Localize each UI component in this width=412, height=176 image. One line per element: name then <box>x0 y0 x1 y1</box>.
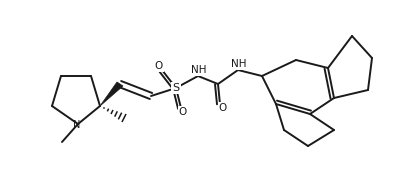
Text: O: O <box>219 103 227 113</box>
Text: S: S <box>173 83 180 93</box>
Text: O: O <box>155 61 163 71</box>
Polygon shape <box>100 82 123 106</box>
Text: N: N <box>73 120 81 130</box>
Text: NH: NH <box>191 65 207 75</box>
Text: NH: NH <box>231 59 247 69</box>
Text: O: O <box>179 107 187 117</box>
